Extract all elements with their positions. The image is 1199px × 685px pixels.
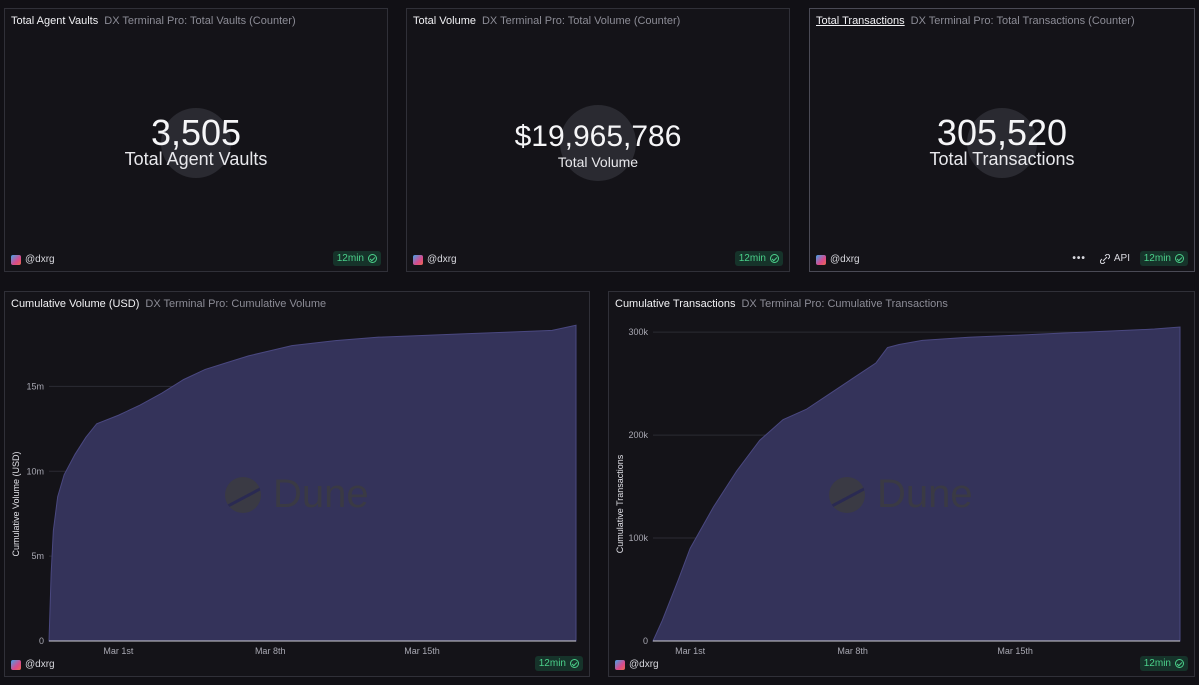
x-tick-label: Mar 15th xyxy=(404,646,440,656)
dune-watermark: Dune xyxy=(829,472,973,517)
panel-title[interactable]: Total Volume xyxy=(413,15,476,27)
x-tick-label: Mar 1st xyxy=(675,646,706,656)
owner-link[interactable]: @dxrg xyxy=(413,254,457,265)
y-tick-label: 100k xyxy=(628,533,648,543)
counter-value: $19,965,786 xyxy=(514,120,682,153)
y-tick-label: 300k xyxy=(628,327,648,337)
refresh-badge[interactable]: 12min xyxy=(734,251,783,266)
panel-title[interactable]: Cumulative Volume (USD) xyxy=(11,298,140,310)
refresh-time: 12min xyxy=(336,253,364,264)
more-options-button[interactable]: ••• xyxy=(1072,253,1086,264)
x-tick-label: Mar 8th xyxy=(255,646,286,656)
counter-bg-circle xyxy=(560,105,636,181)
panel-title-row: Total Volume DX Terminal Pro: Total Volum… xyxy=(413,15,680,27)
counter-value: 305,520 xyxy=(936,112,1068,153)
refresh-time: 12min xyxy=(1143,253,1171,264)
y-tick-label: 15m xyxy=(26,381,44,391)
api-link-icon xyxy=(1099,253,1110,264)
owner-link[interactable]: @dxrg xyxy=(816,254,860,265)
y-tick-label: 0 xyxy=(39,636,44,646)
counter-bg-circle xyxy=(967,108,1037,178)
refresh-time: 12min xyxy=(538,658,566,669)
counter-panel-volume: Total Volume DX Terminal Pro: Total Volum… xyxy=(406,8,790,272)
counter-panel-transactions: Total Transactions DX Terminal Pro: Total… xyxy=(809,8,1195,272)
owner-name: @dxrg xyxy=(629,659,659,670)
owner-name: @dxrg xyxy=(427,254,457,265)
owner-name: @dxrg xyxy=(25,659,55,670)
avatar xyxy=(413,254,423,265)
check-circle-icon xyxy=(368,254,377,263)
counter-bg-circle xyxy=(161,108,231,178)
counter-label: Total Transactions xyxy=(929,149,1075,169)
series-area xyxy=(48,324,577,642)
counter-value: 3,505 xyxy=(150,112,242,153)
y-tick-label: 200k xyxy=(628,430,648,440)
cumulative-transactions-chart[interactable]: 0 100k 200k 300k Mar 1st Mar 8th Mar 15th Cumul… xyxy=(609,292,1194,676)
counter-display: 3,505 Total Agent Vaults xyxy=(5,9,387,271)
x-tick-label: Mar 1st xyxy=(103,646,134,656)
panel-title-row: Cumulative Volume (USD) DX Terminal Pro: … xyxy=(11,298,326,310)
series-area xyxy=(652,326,1181,642)
dune-watermark: Dune xyxy=(225,472,369,517)
cumulative-volume-chart[interactable]: 0 5m 10m 15m Mar 1st Mar 8th Mar 15th Cumulativ… xyxy=(5,292,589,676)
check-circle-icon xyxy=(570,659,579,668)
refresh-badge[interactable]: 12min xyxy=(1139,251,1188,266)
panel-subtitle: DX Terminal Pro: Cumulative Transactions xyxy=(741,298,948,310)
x-tick-label: Mar 8th xyxy=(837,646,868,656)
y-axis-label: Cumulative Volume (USD) xyxy=(11,451,21,556)
owner-name: @dxrg xyxy=(830,254,860,265)
api-label: API xyxy=(1113,253,1130,264)
panel-title[interactable]: Total Transactions xyxy=(816,15,905,27)
refresh-badge[interactable]: 12min xyxy=(1139,656,1188,671)
counter-panel-vaults: Total Agent Vaults DX Terminal Pro: Total… xyxy=(4,8,388,272)
refresh-time: 12min xyxy=(1143,658,1171,669)
y-tick-label: 0 xyxy=(643,636,648,646)
avatar xyxy=(11,659,21,670)
panel-title-row: Total Transactions DX Terminal Pro: Total… xyxy=(816,15,1135,27)
y-tick-label: 5m xyxy=(31,551,44,561)
chart-panel-transactions: 0 100k 200k 300k Mar 1st Mar 8th Mar 15th Cumul… xyxy=(608,291,1195,677)
avatar xyxy=(615,659,625,670)
counter-label: Total Volume xyxy=(557,154,639,170)
check-circle-icon xyxy=(770,254,779,263)
owner-name: @dxrg xyxy=(25,254,55,265)
avatar xyxy=(816,254,826,265)
watermark-text: Dune xyxy=(877,472,973,516)
panel-title-row: Total Agent Vaults DX Terminal Pro: Total… xyxy=(11,15,296,27)
dune-logo-icon xyxy=(225,476,261,513)
refresh-time: 12min xyxy=(738,253,766,264)
panel-title[interactable]: Cumulative Transactions xyxy=(615,298,736,310)
panel-tools: ••• API xyxy=(1072,253,1130,264)
panel-subtitle: DX Terminal Pro: Total Vaults (Counter) xyxy=(104,15,296,27)
watermark-text: Dune xyxy=(273,472,369,516)
avatar xyxy=(11,254,21,265)
refresh-badge[interactable]: 12min xyxy=(534,656,583,671)
y-tick-label: 10m xyxy=(26,466,44,476)
refresh-badge[interactable]: 12min xyxy=(332,251,381,266)
owner-link[interactable]: @dxrg xyxy=(615,659,659,670)
owner-link[interactable]: @dxrg xyxy=(11,659,55,670)
counter-label: Total Agent Vaults xyxy=(124,149,268,169)
owner-link[interactable]: @dxrg xyxy=(11,254,55,265)
panel-title[interactable]: Total Agent Vaults xyxy=(11,15,99,27)
panel-subtitle: DX Terminal Pro: Cumulative Volume xyxy=(145,298,327,310)
y-axis-label: Cumulative Transactions xyxy=(615,454,625,553)
chart-panel-volume: 0 5m 10m 15m Mar 1st Mar 8th Mar 15th Cumulativ… xyxy=(4,291,590,677)
counter-display: 305,520 Total Transactions xyxy=(810,9,1194,271)
x-tick-label: Mar 15th xyxy=(997,646,1033,656)
dune-logo-icon xyxy=(829,476,865,513)
api-button[interactable]: API xyxy=(1099,253,1130,264)
panel-subtitle: DX Terminal Pro: Total Transactions (Cou… xyxy=(910,15,1135,27)
check-circle-icon xyxy=(1175,659,1184,668)
panel-title-row: Cumulative Transactions DX Terminal Pro: … xyxy=(615,298,948,310)
panel-subtitle: DX Terminal Pro: Total Volume (Counter) xyxy=(481,15,681,27)
check-circle-icon xyxy=(1175,254,1184,263)
counter-display: $19,965,786 Total Volume xyxy=(407,9,789,271)
